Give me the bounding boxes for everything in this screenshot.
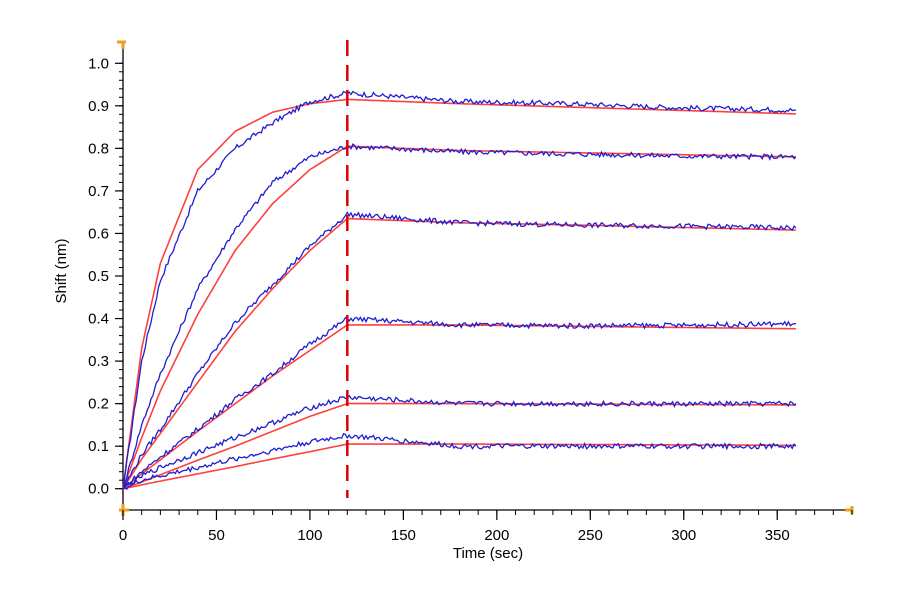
x-tick-label: 100 (297, 527, 322, 544)
y-tick-label: 0.0 (88, 481, 109, 498)
y-tick-label: 0.2 (88, 396, 109, 413)
x-axis-end-marker (845, 506, 854, 514)
origin-marker (119, 504, 129, 516)
x-tick-label: 250 (578, 527, 603, 544)
y-tick-label: 0.7 (88, 183, 109, 200)
x-tick-label: 0 (119, 527, 127, 544)
x-tick-label: 300 (671, 527, 696, 544)
fit-curve-1 (122, 98, 796, 489)
measured-curve-4 (122, 316, 796, 490)
y-tick-label: 0.1 (88, 438, 109, 455)
y-tick-label: 0.9 (88, 98, 109, 115)
x-tick-label: 150 (391, 527, 416, 544)
fit-curve-5 (122, 402, 796, 490)
measured-curve-5 (122, 394, 797, 490)
measured-curve-3 (122, 211, 797, 490)
y-tick-label: 0.5 (88, 268, 109, 285)
y-tick-label: 0.6 (88, 225, 109, 242)
measured-curve-2 (122, 143, 797, 489)
axes-group: 0.0 0.1 0.2 0.3 0.4 0.5 0.6 0.7 0.8 0.9 1.0 0 50 100 1… (88, 40, 854, 544)
y-axis-end-marker (117, 40, 126, 49)
measured-curve-6 (122, 432, 797, 491)
fit-curve-6 (122, 443, 796, 490)
y-axis-title: Shift (nm) (53, 238, 70, 303)
x-tick-label: 200 (484, 527, 509, 544)
y-tick-label: 1.0 (88, 55, 109, 72)
x-axis-title: Time (sec) (453, 545, 523, 562)
x-tick-label: 50 (208, 527, 225, 544)
y-tick-label: 0.3 (88, 353, 109, 370)
x-tick-label: 350 (765, 527, 790, 544)
measured-curve-1 (122, 90, 796, 489)
series-group (122, 90, 797, 491)
fit-curve-2 (122, 145, 796, 489)
y-tick-label: 0.8 (88, 140, 109, 157)
y-tick-label: 0.4 (88, 311, 109, 328)
